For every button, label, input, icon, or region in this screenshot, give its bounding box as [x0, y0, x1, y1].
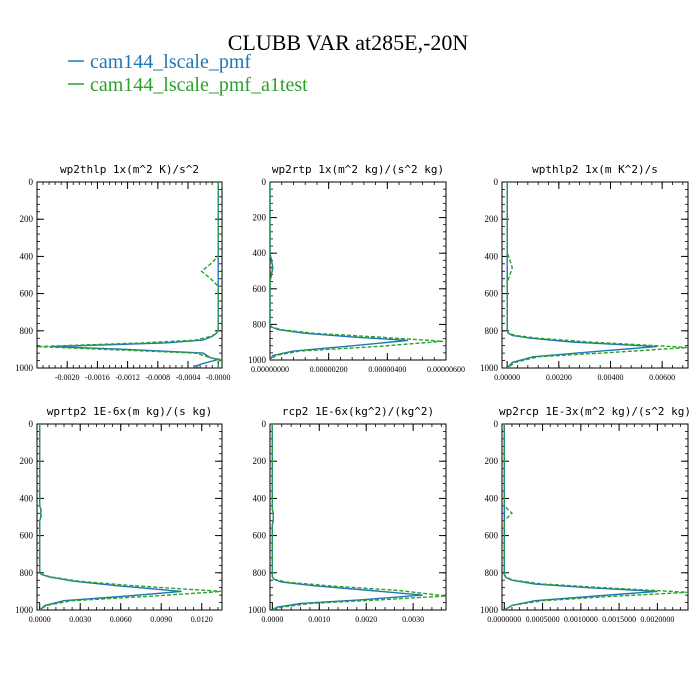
series-line-cam144-lscale-pmf — [271, 424, 423, 610]
panel-title: rcp2 1E-6x(kg^2)/(kg^2) — [282, 405, 434, 418]
panel-title: wpthlp2 1x(m K^2)/s — [532, 163, 658, 176]
panel-title: wp2rtp 1x(m^2 kg)/(s^2 kg) — [272, 163, 444, 176]
y-tick-label: 0 — [262, 177, 267, 187]
y-tick-label: 400 — [253, 248, 267, 258]
x-tick-label: 0.0020 — [355, 615, 377, 624]
plot-frame — [36, 181, 223, 369]
x-tick-label: -0.0000 — [206, 373, 231, 382]
series-line-cam144-lscale-pmf-a1test — [271, 424, 446, 610]
series-line-cam144-lscale-pmf-a1test — [270, 182, 444, 360]
plot-frame — [36, 423, 223, 611]
panels-grid: wp2thlp 1x(m^2 K)/s^2 0 200 400 600 800 1000 -0… — [15, 163, 691, 624]
series-line-cam144-lscale-pmf-a1test — [506, 182, 688, 368]
x-tick-label: 0.0000 — [29, 615, 51, 624]
y-tick-label: 1000 — [15, 363, 34, 373]
x-tick-label: 0.00600 — [649, 373, 675, 382]
y-tick-label: 800 — [253, 319, 267, 329]
y-tick-label: 400 — [485, 493, 499, 503]
panel-title: wp2thlp 1x(m^2 K)/s^2 — [60, 163, 199, 176]
x-tick-label: 0.00000200 — [310, 365, 348, 374]
series-line-cam144-lscale-pmf — [506, 182, 658, 368]
y-tick-label: 200 — [253, 213, 267, 223]
plot-frame — [501, 181, 689, 369]
x-tick-label: -0.0020 — [55, 373, 80, 382]
x-tick-label: -0.0012 — [115, 373, 140, 382]
x-tick-label: 0.0060 — [110, 615, 132, 624]
panel-title: wprtp2 1E-6x(m kg)/(s kg) — [47, 405, 213, 418]
y-tick-label: 1000 — [480, 605, 499, 615]
x-tick-label: -0.0016 — [85, 373, 110, 382]
y-tick-label: 0 — [29, 419, 34, 429]
y-tick-label: 1000 — [248, 355, 267, 365]
series-line-cam144-lscale-pmf-a1test — [39, 424, 222, 610]
x-tick-label: 0.0000000 — [487, 615, 521, 624]
y-tick-label: 800 — [485, 568, 499, 578]
y-tick-label: 800 — [253, 568, 267, 578]
panel-5: rcp2 1E-6x(kg^2)/(kg^2) 0 200 400 600 800 1000… — [248, 405, 447, 624]
y-tick-label: 1000 — [248, 605, 267, 615]
series-line-cam144-lscale-pmf-a1test — [37, 182, 222, 368]
x-tick-label: 0.0010 — [308, 615, 330, 624]
x-tick-label: 0.00000600 — [427, 365, 465, 374]
panel-1: wp2thlp 1x(m^2 K)/s^2 0 200 400 600 800 1000 -0… — [15, 163, 231, 382]
y-tick-label: 800 — [20, 326, 34, 336]
panel-3: wpthlp2 1x(m K^2)/s020040060080010000.00… — [480, 163, 689, 382]
x-tick-label: 0.00200 — [546, 373, 572, 382]
plot-frame — [501, 423, 689, 611]
y-tick-label: 200 — [20, 456, 34, 466]
y-tick-label: 0 — [29, 177, 34, 187]
y-tick-label: 800 — [20, 568, 34, 578]
plot-frame — [269, 181, 447, 361]
panel-2: wp2rtp 1x(m^2 kg)/(s^2 kg) 0 200 400 600 800 1… — [248, 163, 465, 374]
y-tick-label: 800 — [485, 326, 499, 336]
figure-title: CLUBB VAR at285E,-20N — [228, 30, 469, 55]
y-tick-label: 0 — [262, 419, 267, 429]
plot-frame — [269, 423, 447, 611]
x-tick-label: 0.0010000 — [564, 615, 598, 624]
y-tick-label: 200 — [253, 456, 267, 466]
x-tick-label: 0.0005000 — [526, 615, 560, 624]
panel-4: wprtp2 1E-6x(m kg)/(s kg) 0 200 400 600 800 10… — [15, 405, 223, 624]
x-tick-label: -0.0004 — [176, 373, 201, 382]
x-tick-label: 0.0120 — [191, 615, 213, 624]
x-tick-label: 0.00400 — [598, 373, 624, 382]
x-tick-label: 0.0030 — [402, 615, 424, 624]
legend: cam144_lscale_pmf cam144_lscale_pmf_a1te… — [68, 51, 308, 96]
y-tick-label: 400 — [20, 251, 34, 261]
series-line-cam144-lscale-pmf-a1test — [503, 424, 688, 610]
y-tick-label: 0 — [494, 177, 499, 187]
y-tick-label: 1000 — [15, 605, 34, 615]
y-tick-label: 1000 — [480, 363, 499, 373]
y-tick-label: 600 — [253, 531, 267, 541]
y-tick-label: 0 — [494, 419, 499, 429]
x-tick-label: -0.0008 — [145, 373, 170, 382]
panel-6: wp2rcp 1E-3x(m^2 kg)/(s^2 kg)0 200 400 600 8… — [480, 405, 691, 624]
y-tick-label: 600 — [20, 289, 34, 299]
y-tick-label: 600 — [485, 531, 499, 541]
y-tick-label: 600 — [485, 289, 499, 299]
y-tick-label: 200 — [485, 214, 499, 224]
x-tick-label: 0.00000000 — [251, 365, 289, 374]
y-tick-label: 600 — [253, 284, 267, 294]
x-tick-label: 0.0020000 — [640, 615, 674, 624]
panel-title: wp2rcp 1E-3x(m^2 kg)/(s^2 kg) — [499, 405, 691, 418]
series-line-cam144-lscale-pmf — [270, 182, 408, 360]
x-tick-label: 0.0015000 — [602, 615, 636, 624]
x-tick-label: 0.0090 — [150, 615, 172, 624]
x-tick-label: 0.0000 — [261, 615, 283, 624]
x-tick-label: 0.00000400 — [368, 365, 406, 374]
series-line-cam144-lscale-pmf — [52, 182, 219, 368]
legend-label-cam144-lscale-pmf: cam144_lscale_pmf — [90, 51, 251, 73]
x-tick-label: 0.0030 — [69, 615, 91, 624]
y-tick-label: 200 — [20, 214, 34, 224]
y-tick-label: 400 — [485, 251, 499, 261]
y-tick-label: 400 — [253, 493, 267, 503]
series-line-cam144-lscale-pmf — [39, 424, 182, 610]
y-tick-label: 400 — [20, 493, 34, 503]
y-tick-label: 200 — [485, 456, 499, 466]
x-tick-label: 0.00000 — [494, 373, 520, 382]
y-tick-label: 600 — [20, 531, 34, 541]
legend-label-cam144-lscale-pmf-a1test: cam144_lscale_pmf_a1test — [90, 74, 308, 96]
